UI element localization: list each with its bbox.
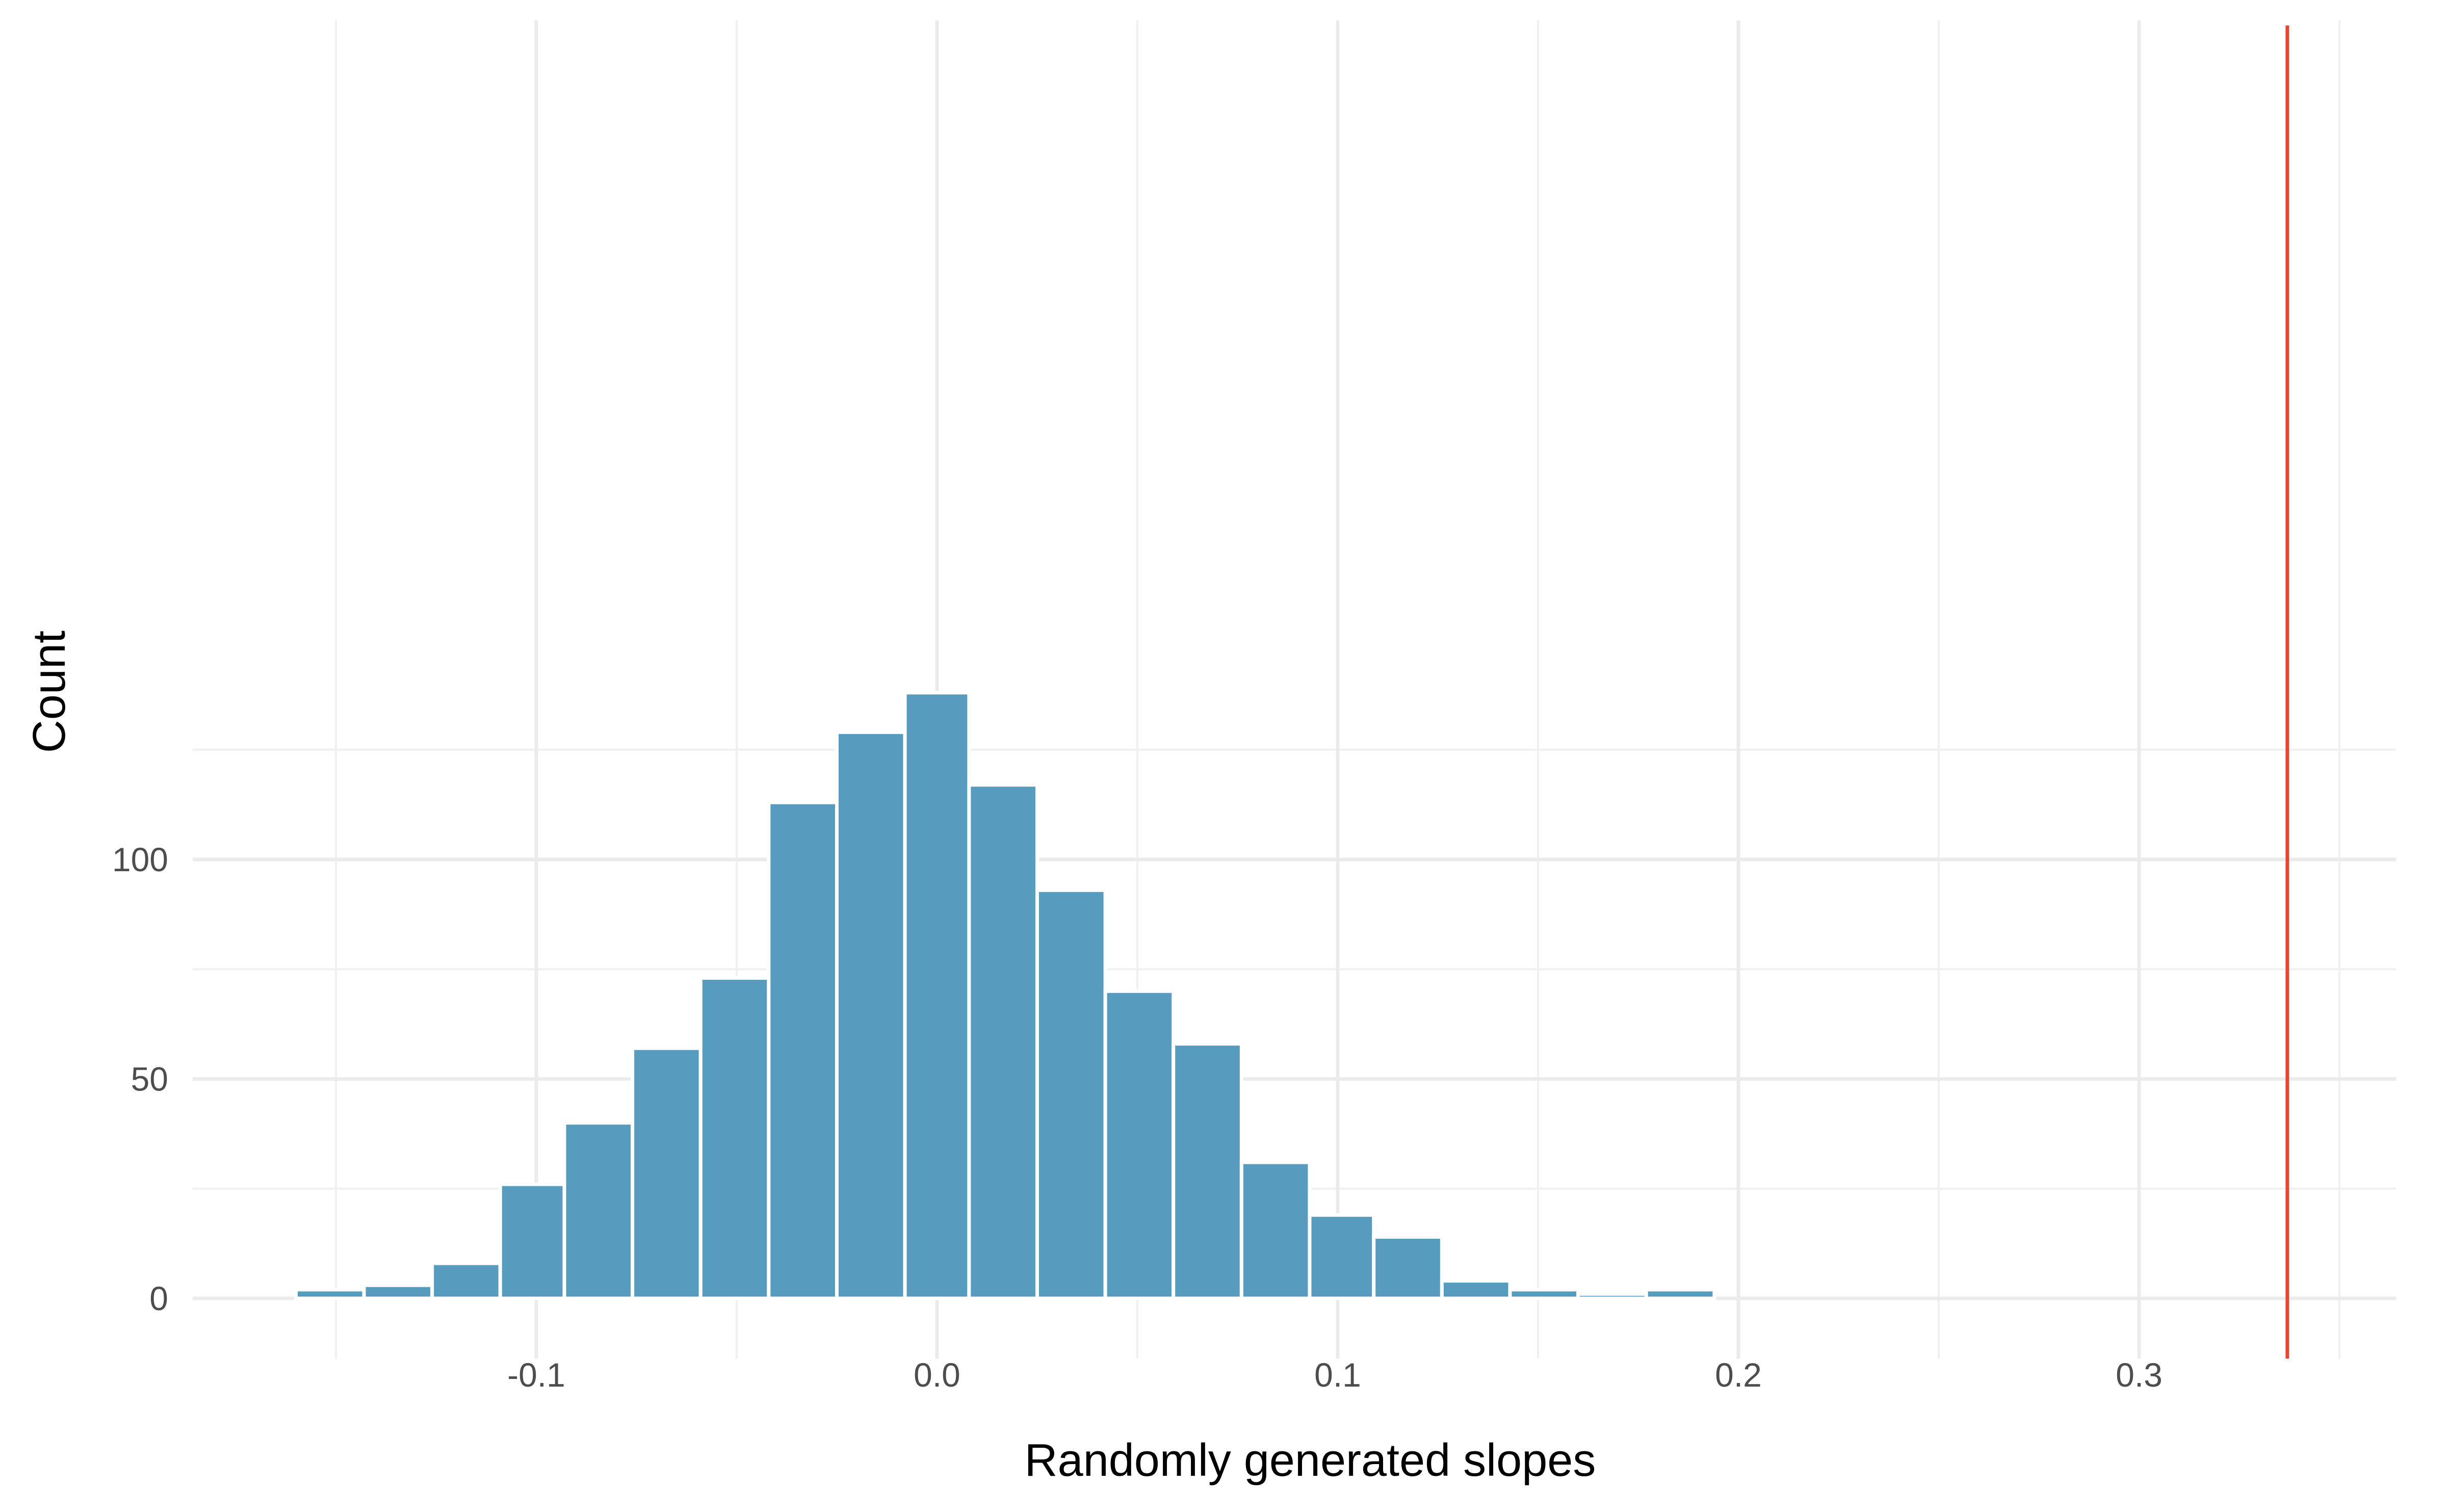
y-tick-label: 100 — [112, 841, 168, 878]
x-tick-label: 0.1 — [1314, 1356, 1361, 1394]
x-tick-label: 0.0 — [914, 1356, 960, 1394]
y-axis-title: Count — [24, 631, 75, 753]
histogram-bar — [967, 783, 1039, 1300]
y-tick-label: 50 — [131, 1060, 168, 1098]
x-axis-tick-labels: -0.1 0.0 0.1 0.2 0.3 — [507, 1356, 2163, 1394]
histogram-bar — [903, 691, 971, 1300]
histogram-bar — [767, 800, 839, 1300]
histogram-bar — [498, 1182, 566, 1300]
y-tick-label: 0 — [149, 1280, 168, 1317]
minor-gridlines — [193, 20, 2396, 1359]
histogram-bar — [294, 1288, 366, 1300]
histogram-bar — [362, 1283, 434, 1300]
histogram-bar — [1172, 1042, 1243, 1300]
histogram-bar — [698, 976, 771, 1300]
histogram-bar — [1239, 1160, 1312, 1300]
histogram-bar — [1035, 888, 1107, 1300]
histogram-bar — [1576, 1292, 1648, 1300]
histogram-bar — [631, 1046, 702, 1300]
histogram-bar — [835, 730, 907, 1300]
histogram-bar — [1308, 1213, 1376, 1300]
x-tick-label: 0.2 — [1715, 1356, 1762, 1394]
histogram-bar — [430, 1261, 502, 1300]
x-tick-label: -0.1 — [507, 1356, 565, 1394]
y-axis-tick-labels: 0 50 100 — [112, 841, 168, 1317]
histogram-bar — [1440, 1279, 1512, 1300]
histogram-bar — [1644, 1288, 1716, 1300]
histogram-bars — [294, 691, 1716, 1300]
histogram-bar — [1508, 1288, 1580, 1300]
x-axis-title: Randomly generated slopes — [1025, 1435, 1596, 1486]
histogram-bar — [562, 1121, 635, 1300]
histogram-bar — [1103, 989, 1176, 1300]
histogram-bar — [1372, 1235, 1444, 1300]
x-tick-label: 0.3 — [2116, 1356, 2163, 1394]
